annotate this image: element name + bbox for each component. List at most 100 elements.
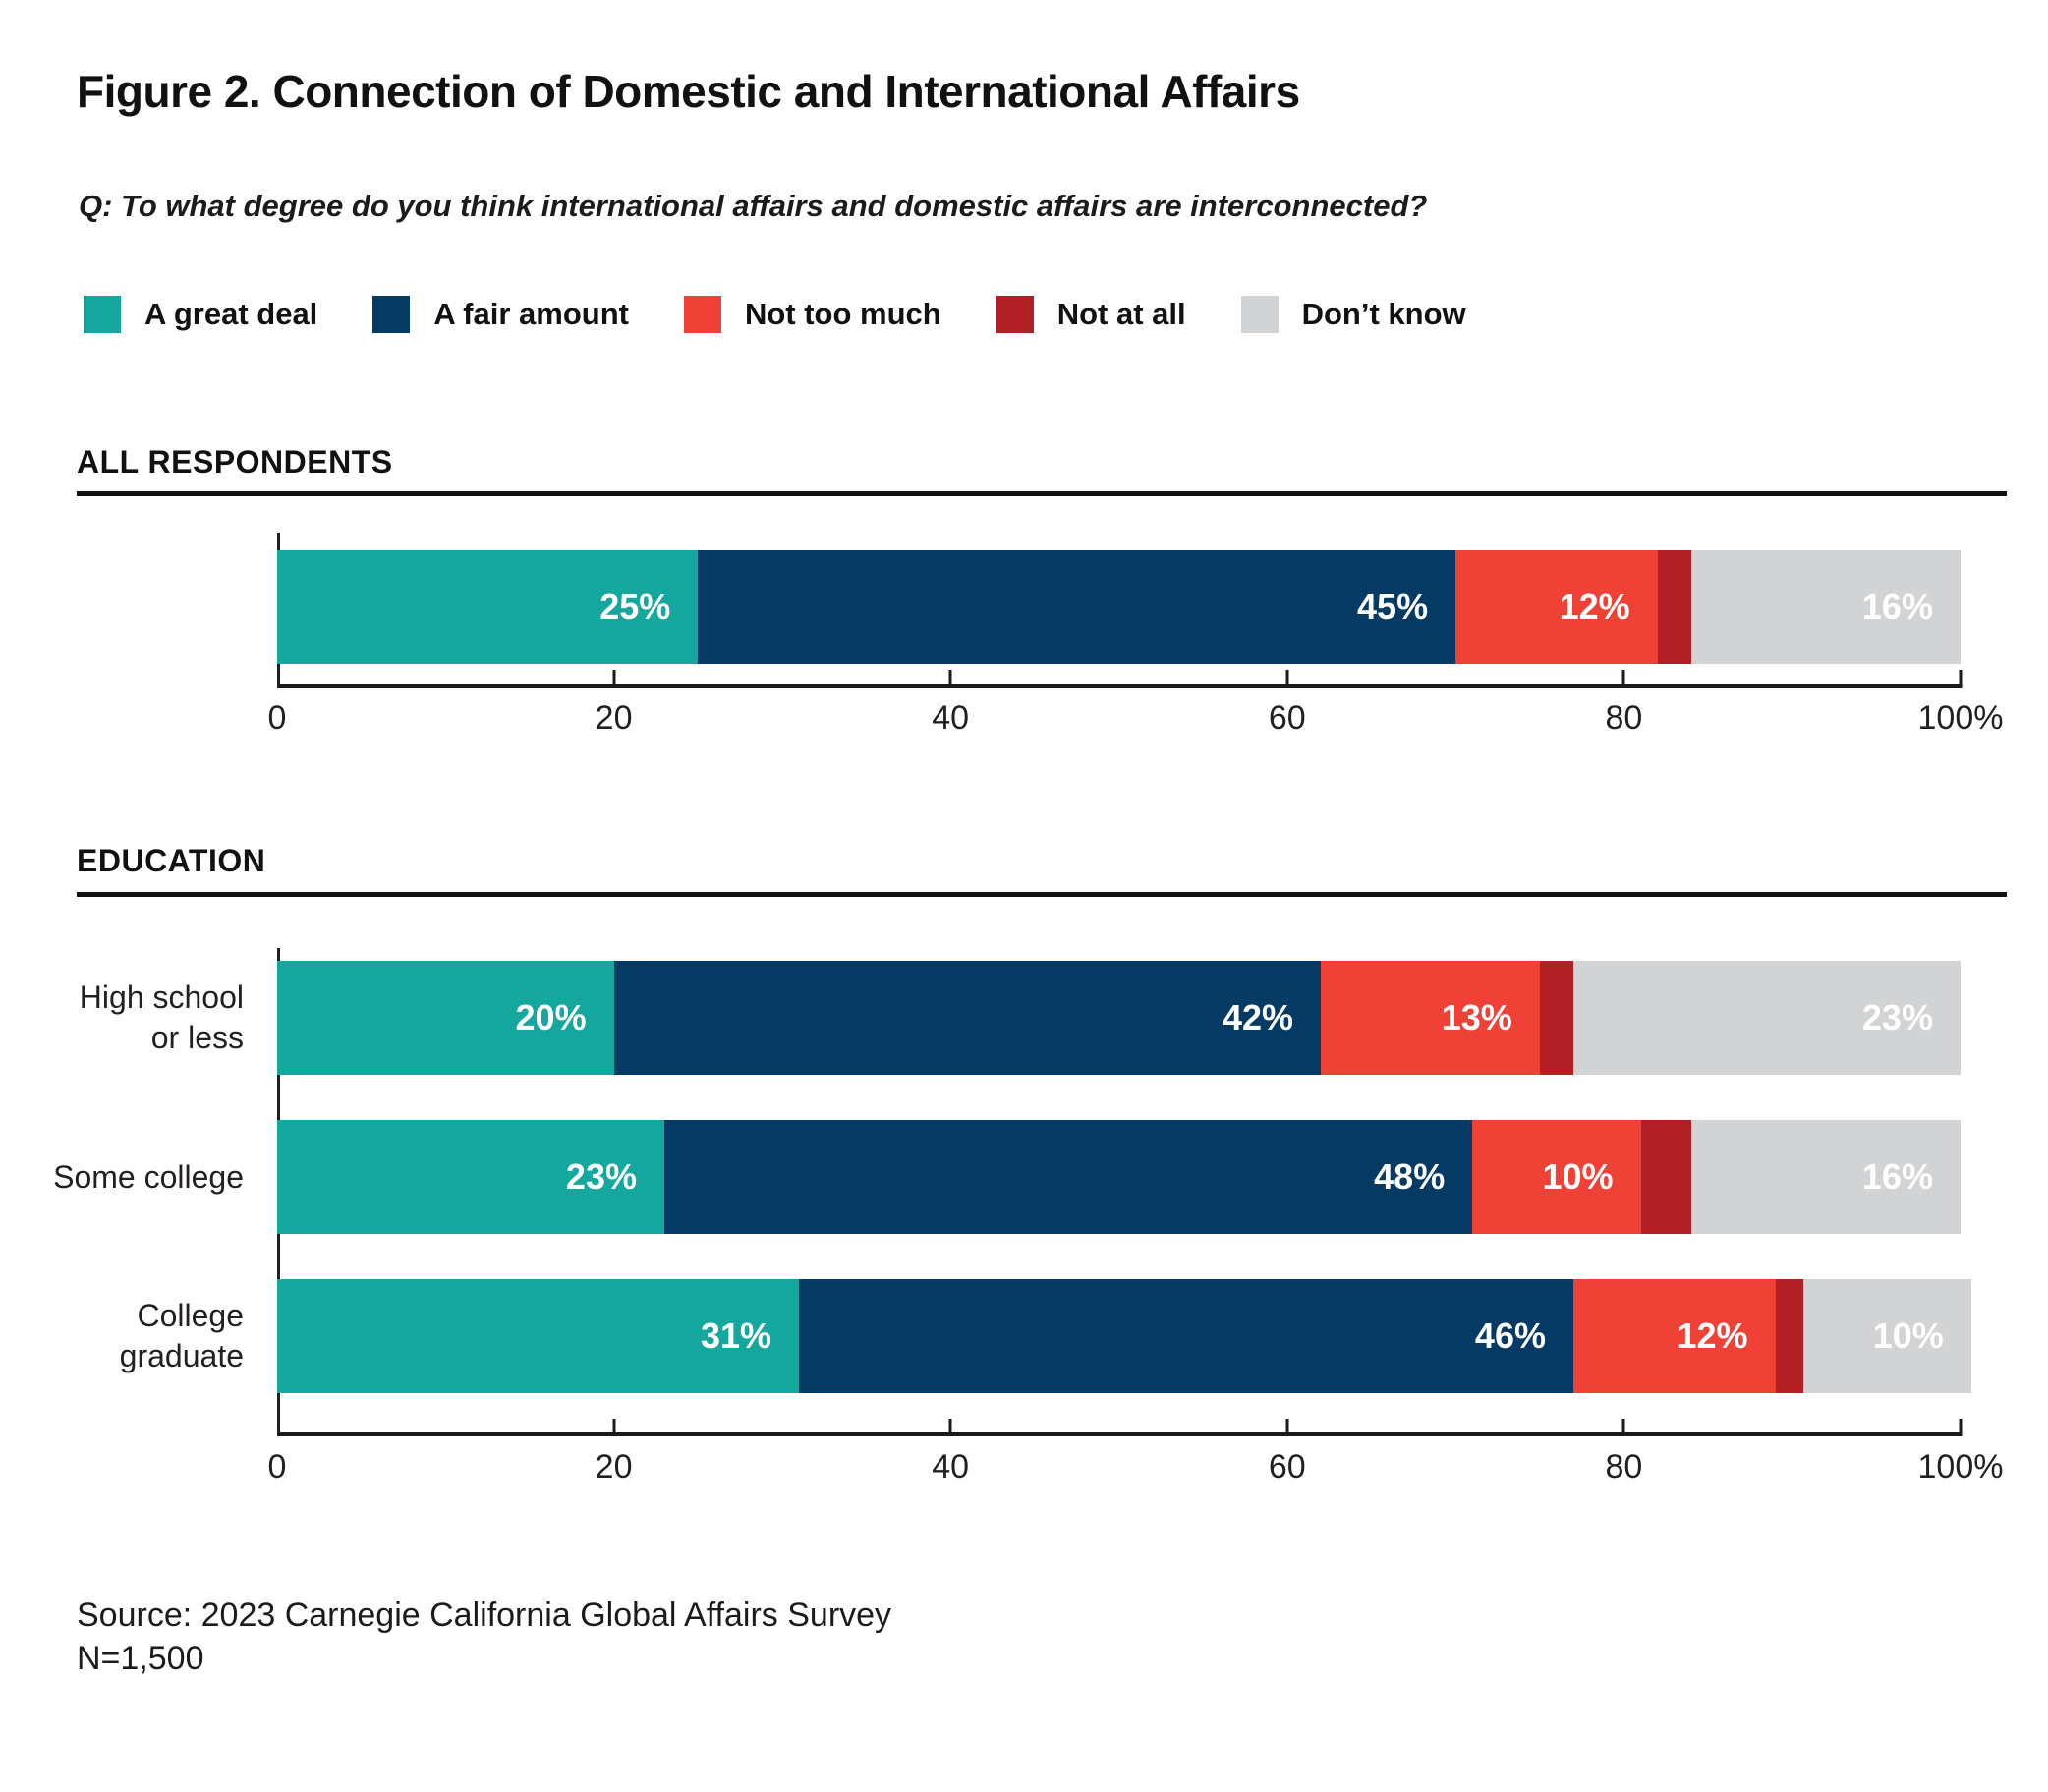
- bar-segment-value: 45%: [1357, 587, 1429, 627]
- bar-row-2: College graduate 31% 46% 12% 10%: [0, 1279, 2048, 1393]
- sample-size-note: N=1,500: [77, 1640, 204, 1677]
- bar-segment-value: 48%: [1374, 1156, 1446, 1197]
- bar-segment-value: 25%: [599, 587, 671, 627]
- legend-label: A great deal: [144, 297, 318, 331]
- stacked-bar: 31% 46% 12% 10%: [277, 1279, 1971, 1393]
- bar-segment-1: 42%: [613, 961, 1322, 1075]
- legend-item-2: Not too much: [683, 296, 941, 333]
- section-all-respondents: ALL RESPONDENTS 25% 45% 12% 16% 0 20 40 60 80 10…: [0, 444, 2048, 739]
- bar-rows: 25% 45% 12% 16%: [0, 550, 2048, 709]
- legend-swatch-icon: [1240, 296, 1279, 333]
- row-label-line: graduate: [119, 1338, 244, 1373]
- row-label-line: or less: [150, 1020, 244, 1055]
- bar-segment-value: 12%: [1677, 1316, 1748, 1356]
- axis-tick-label: 0: [267, 1448, 287, 1485]
- bar-rows: High school or less 20% 42% 13% 23% Some colle…: [0, 961, 2048, 1438]
- axis-tick-label: 40: [932, 700, 970, 737]
- bar-segment-3: [1640, 1120, 1691, 1234]
- row-label-line: College: [137, 1298, 244, 1333]
- row-label: High school or less: [0, 961, 277, 1075]
- row-label: [0, 550, 277, 664]
- bar-segment-value: 20%: [515, 997, 587, 1037]
- bar-row-0: High school or less 20% 42% 13% 23%: [0, 961, 2048, 1075]
- axis-tick: [1285, 670, 1289, 688]
- bar-segment-4: 16%: [1690, 550, 1961, 664]
- legend-item-0: A great deal: [84, 296, 317, 333]
- legend-label: Not too much: [744, 297, 941, 331]
- legend-swatch-icon: [84, 296, 121, 333]
- bar-segment-4: 10%: [1802, 1279, 1971, 1393]
- axis-tick: [1621, 670, 1625, 688]
- stacked-bar: 23% 48% 10% 16%: [277, 1120, 1961, 1234]
- bar-segment-value: 10%: [1542, 1156, 1614, 1197]
- bar-segment-value: 46%: [1474, 1316, 1546, 1356]
- survey-question: Q: To what degree do you think internati…: [79, 189, 1428, 223]
- bar-segment-0: 23%: [277, 1120, 664, 1234]
- section-education: EDUCATION High school or less 20% 42% 13% 23%…: [0, 843, 2048, 1531]
- bar-segment-value: 13%: [1441, 997, 1512, 1037]
- legend-label: Don’t know: [1301, 297, 1466, 331]
- bar-segment-0: 25%: [277, 550, 699, 664]
- bar-segment-0: 20%: [277, 961, 614, 1075]
- bar-segment-4: 23%: [1572, 961, 1961, 1075]
- bar-segment-0: 31%: [277, 1279, 800, 1393]
- bar-segment-value: 31%: [700, 1316, 772, 1356]
- x-axis: 0 20 40 60 80 100%: [268, 1419, 2003, 1485]
- stacked-bar: 20% 42% 13% 23%: [277, 961, 1961, 1075]
- figure-title: Figure 2. Connection of Domestic and Int…: [77, 66, 1300, 117]
- section-heading: ALL RESPONDENTS: [77, 444, 393, 479]
- bar-row-1: Some college 23% 48% 10% 16%: [0, 1120, 2048, 1234]
- axis-tick: [1959, 670, 1963, 688]
- axis-tick-label: 20: [595, 1448, 633, 1485]
- bar-segment-value: 16%: [1861, 1156, 1933, 1197]
- axis-tick: [612, 1419, 616, 1436]
- axis-tick-label: 100%: [1917, 700, 2004, 737]
- bar-segment-2: 10%: [1472, 1120, 1641, 1234]
- stacked-bar: 25% 45% 12% 16%: [277, 550, 1961, 664]
- section-heading: EDUCATION: [77, 843, 266, 878]
- row-label-line: High school: [79, 980, 244, 1015]
- axis-tick: [1959, 1419, 1963, 1436]
- axis-tick-label: 0: [267, 700, 287, 737]
- bar-segment-value: 10%: [1872, 1316, 1944, 1356]
- bar-segment-3: [1775, 1279, 1803, 1393]
- legend-swatch-icon: [372, 296, 411, 333]
- bar-row-0: 25% 45% 12% 16%: [0, 550, 2048, 664]
- axis-tick: [948, 1419, 952, 1436]
- legend-item-3: Not at all: [996, 296, 1186, 333]
- bar-segment-3: [1657, 550, 1691, 664]
- legend: A great deal A fair amount Not too much Not…: [84, 296, 1466, 333]
- section-rule: [77, 892, 2007, 897]
- legend-label: Not at all: [1056, 297, 1186, 331]
- axis-tick-label: 80: [1605, 700, 1643, 737]
- legend-swatch-icon: [683, 296, 721, 333]
- bar-segment-4: 16%: [1690, 1120, 1961, 1234]
- bar-segment-value: 16%: [1861, 587, 1933, 627]
- bar-segment-1: 48%: [663, 1120, 1473, 1234]
- bar-segment-value: 12%: [1559, 587, 1630, 627]
- axis-tick-label: 40: [932, 1448, 970, 1485]
- bar-segment-3: [1539, 961, 1573, 1075]
- bar-segment-2: 12%: [1455, 550, 1658, 664]
- axis-tick-label: 80: [1605, 1448, 1643, 1485]
- axis-tick: [1285, 1419, 1289, 1436]
- legend-item-1: A fair amount: [372, 296, 629, 333]
- axis-tick-label: 20: [595, 700, 633, 737]
- bar-segment-value: 23%: [565, 1156, 637, 1197]
- legend-item-4: Don’t know: [1240, 296, 1466, 333]
- row-label: Some college: [0, 1120, 277, 1234]
- legend-swatch-icon: [996, 296, 1034, 333]
- x-axis: 0 20 40 60 80 100%: [268, 670, 2003, 737]
- source-note: Source: 2023 Carnegie California Global …: [77, 1596, 892, 1634]
- axis-tick-label: 60: [1268, 1448, 1306, 1485]
- row-label: College graduate: [0, 1279, 277, 1393]
- bar-segment-1: 46%: [799, 1279, 1573, 1393]
- bar-segment-value: 42%: [1222, 997, 1294, 1037]
- axis-tick: [1621, 1419, 1625, 1436]
- bar-segment-value: 23%: [1861, 997, 1933, 1037]
- axis-tick: [948, 670, 952, 688]
- legend-label: A fair amount: [433, 297, 629, 331]
- bar-segment-2: 12%: [1572, 1279, 1776, 1393]
- axis-tick-label: 100%: [1917, 1448, 2004, 1485]
